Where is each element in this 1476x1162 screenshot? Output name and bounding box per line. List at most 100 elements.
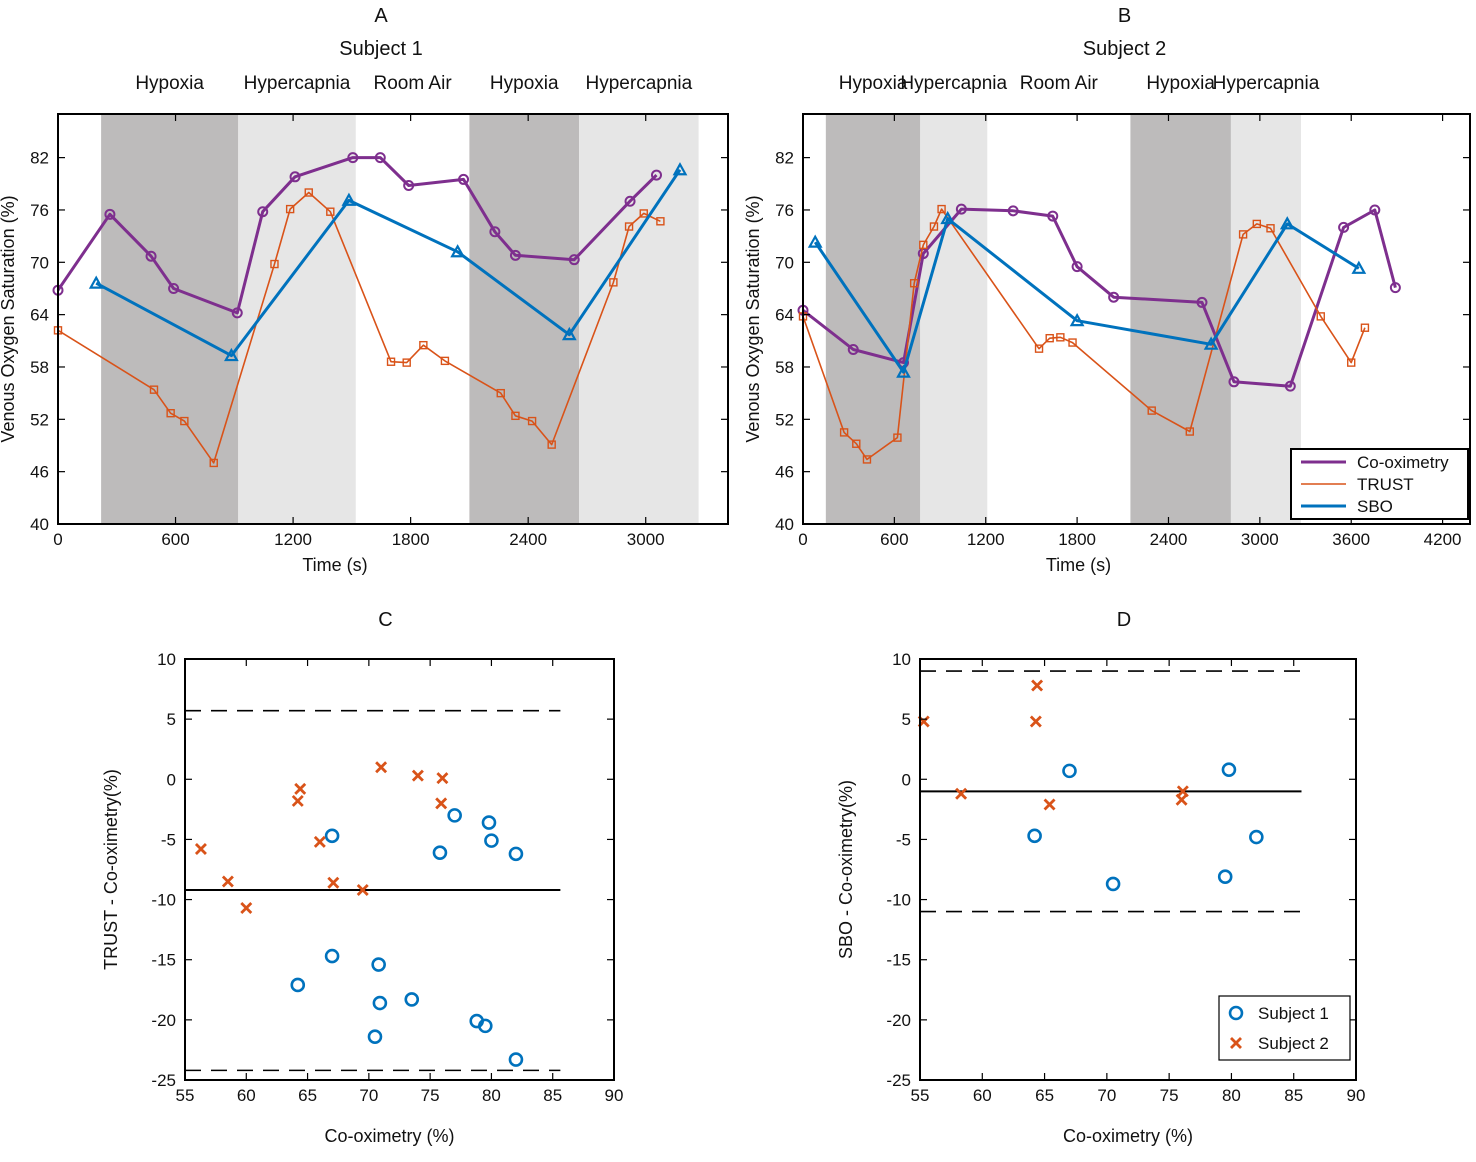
data-point-x [1029,715,1042,728]
y-tick-label: -20 [886,1011,911,1030]
data-point-circle [1369,204,1381,216]
data-point-circle [104,208,116,220]
y-tick-label: 82 [775,149,794,168]
data-point-x [1176,785,1189,798]
y-tick-label: -15 [886,951,911,970]
data-point-circle [489,226,501,238]
x-axis-label: Co-oximetry (%) [324,1126,454,1146]
y-tick-label: 58 [775,358,794,377]
series-sbo [88,162,688,362]
data-point-circle [447,808,462,823]
data-point-square [527,416,537,426]
y-tick-label: 40 [30,515,49,534]
x-axis-label: Time (s) [302,555,367,575]
axes-frame [802,113,1471,525]
data-point-square [1068,338,1077,347]
x-tick-label: 55 [911,1086,930,1105]
phase-shade-hypoxia [469,114,580,524]
data-point-x [240,902,253,914]
data-point-circle [917,248,929,260]
phase-label: Room Air [374,73,453,94]
data-point-circle [432,845,448,860]
data-point-circle [1062,763,1077,779]
axes-frame [184,658,615,1081]
data-point-circle [458,173,470,185]
data-point-square [909,279,919,288]
x-tick-label: 4200 [1424,530,1462,549]
x-tick-label: 1800 [392,530,430,549]
y-tick-label: 70 [30,253,49,272]
y-tick-label: 82 [30,149,49,168]
axes-frame [919,658,1357,1081]
phase-label: Hypoxia [839,73,908,94]
data-point-square [624,222,634,231]
data-point-triangle [1351,260,1367,274]
y-axis-label: Venous Oxygen Saturation (%) [0,195,18,442]
data-point-square [1266,224,1275,233]
x-tick-label: 1200 [967,530,1005,549]
data-point-circle [1007,205,1019,217]
data-point-circle [1221,762,1237,777]
data-point-square [839,428,849,437]
phase-label: Hypercapnia [244,73,351,94]
x-tick-label: 85 [543,1086,562,1105]
axes-frame [57,113,729,525]
phase-shade-hypercapnia [1230,114,1301,524]
y-tick-label: -5 [896,830,911,849]
data-point-circle [1217,869,1233,885]
y-tick-label: 64 [775,306,794,325]
x-tick-label: 60 [973,1086,992,1105]
data-point-x [313,835,326,848]
phase-shade-hypercapnia [579,114,699,524]
data-point-square [270,259,279,269]
data-point-x [436,772,449,785]
data-point-square [386,357,396,366]
data-point-triangle [450,244,466,258]
data-point-circle [257,206,269,218]
y-tick-label: 10 [892,650,911,669]
data-point-square [609,278,618,287]
data-point-square [180,416,189,426]
y-tick-label: 76 [30,201,49,220]
data-point-circle [508,846,524,862]
x-axis-label: Time (s) [1046,555,1111,575]
phase-label: Room Air [1020,73,1099,94]
data-point-circle [477,1018,493,1034]
y-tick-label: -25 [151,1071,176,1090]
data-point-x [955,787,968,800]
y-tick-label: -5 [161,830,176,849]
data-point-square [1147,406,1156,415]
phase-label: Hypercapnia [586,73,693,94]
y-tick-label: 70 [775,253,794,272]
y-tick-label: 5 [167,710,176,729]
series-subject-2 [194,761,449,914]
data-point-square [166,409,175,418]
x-tick-label: 600 [880,530,908,549]
x-tick-label: 80 [1222,1086,1241,1105]
data-point-circle [568,254,580,266]
data-point-circle [1196,296,1208,308]
y-tick-label: 0 [167,770,176,789]
x-tick-label: 70 [359,1086,378,1105]
data-point-triangle [88,275,104,289]
data-point-square [1316,312,1325,321]
data-point-x [356,883,369,896]
y-tick-label: 64 [30,306,49,325]
y-tick-label: -10 [886,891,911,910]
x-tick-label: 75 [421,1086,440,1105]
data-point-x [294,782,307,795]
legend: Subject 1 Subject 2 [1218,995,1351,1061]
x-tick-label: 85 [1284,1086,1303,1105]
data-point-circle [1338,221,1350,233]
phase-shade-hypoxia [825,114,921,524]
legend: Co-oximetry TRUST SBO [1290,448,1469,520]
data-point-circle [371,957,386,972]
data-point-circle [367,1029,383,1044]
data-point-triangle [807,234,823,248]
legend-label: SBO [1357,497,1393,516]
data-point-circle [168,282,180,294]
data-point-triangle [341,192,357,206]
data-point-square [402,358,411,367]
panel-title: D [1117,609,1131,631]
phase-shade-hypoxia [1130,114,1231,524]
